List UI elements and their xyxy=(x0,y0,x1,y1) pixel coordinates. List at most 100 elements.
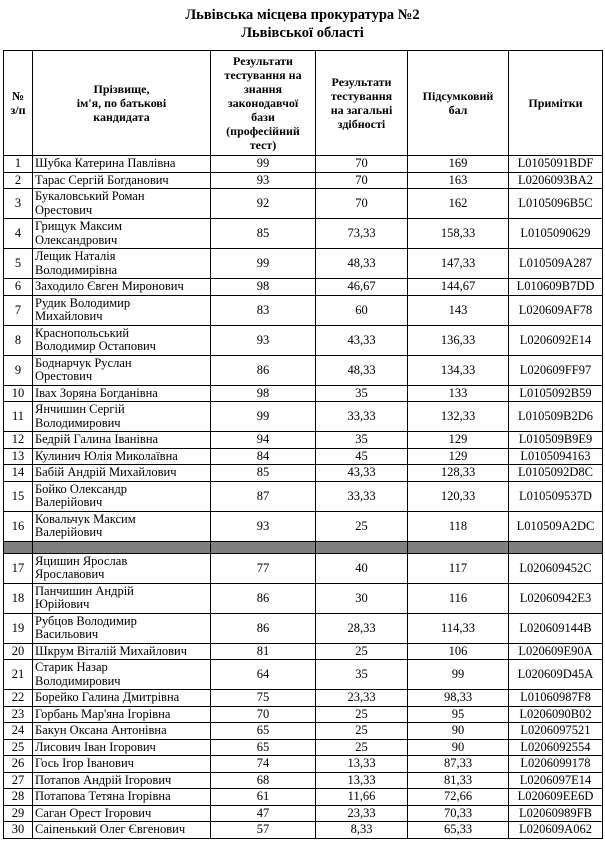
cell-candidate-name: Бедрій Галина Іванівна xyxy=(32,431,211,449)
cell-general-test-score: 40 xyxy=(315,552,408,584)
cell-candidate-name: Панчишин Андрій Юрійович xyxy=(32,582,211,614)
separator-cell xyxy=(3,540,33,554)
table-row: 23 Горбань Мар'яна Ігорівна 70 25 95 L0206090… xyxy=(3,705,603,724)
cell-total-score: 162 xyxy=(407,188,509,220)
cell-general-test-score: 25 xyxy=(315,705,408,724)
cell-row-number: 22 xyxy=(3,689,33,707)
cell-general-test-score: 30 xyxy=(315,582,408,614)
cell-note-id: L010509B2D6 xyxy=(508,401,603,433)
cell-note-id: L020609D45A xyxy=(508,659,603,691)
table-row: 11 Янчишин Сергій Володимирович 99 33,33 132… xyxy=(3,401,603,433)
cell-note-id: L02060942E3 xyxy=(508,582,603,614)
table-row: 18 Панчишин Андрій Юрійович 86 30 116 L020609… xyxy=(3,582,603,614)
cell-prof-test-score: 93 xyxy=(210,171,316,190)
table-row: 29 Саган Орест Ігорович 47 23,33 70,33 L02060… xyxy=(3,804,603,823)
cell-candidate-name: Тарас Сергій Богданович xyxy=(32,171,211,190)
cell-prof-test-score: 83 xyxy=(210,294,316,326)
cell-general-test-score: 11,66 xyxy=(315,788,408,806)
cell-general-test-score: 48,33 xyxy=(315,354,408,386)
cell-candidate-name: Яцишин Ярослав Ярославович xyxy=(32,552,211,584)
cell-note-id: L01060987F8 xyxy=(508,689,603,707)
cell-total-score: 98,33 xyxy=(407,689,509,707)
cell-general-test-score: 8,33 xyxy=(315,821,408,839)
cell-total-score: 117 xyxy=(407,552,509,584)
cell-candidate-name: Бойко Олександр Валерійович xyxy=(32,480,211,512)
table-row: 1 Шубка Катерина Павлівна 99 70 169 L0105091B… xyxy=(3,155,603,173)
cell-row-number: 20 xyxy=(3,642,33,661)
header-general-test: Результати тестування на загальні здібно… xyxy=(315,50,408,157)
cell-note-id: L010509B9E9 xyxy=(508,431,603,449)
cell-total-score: 134,33 xyxy=(407,354,509,386)
cell-row-number: 10 xyxy=(3,384,33,403)
cell-total-score: 129 xyxy=(407,431,509,449)
cell-general-test-score: 13,33 xyxy=(315,771,408,790)
cell-note-id: L020609A062 xyxy=(508,821,603,839)
cell-note-id: L0105092B59 xyxy=(508,384,603,403)
cell-row-number: 3 xyxy=(3,188,33,220)
cell-total-score: 129 xyxy=(407,447,509,466)
table-row: 19 Рубцов Володимир Васильович 86 28,33 114,… xyxy=(3,612,603,644)
cell-note-id: L0105092D8C xyxy=(508,464,603,482)
cell-note-id: L02060989FB xyxy=(508,804,603,823)
cell-row-number: 29 xyxy=(3,804,33,823)
table-row: 17 Яцишин Ярослав Ярославович 77 40 117 L0206… xyxy=(3,552,603,584)
cell-note-id: L0105090629 xyxy=(508,218,603,250)
table-row: 3 Букаловський Роман Орестович 92 70 162 L010… xyxy=(3,188,603,220)
cell-row-number: 7 xyxy=(3,294,33,326)
cell-general-test-score: 43,33 xyxy=(315,324,408,356)
cell-candidate-name: Краснопольський Володимир Остапович xyxy=(32,324,211,356)
cell-prof-test-score: 65 xyxy=(210,722,316,740)
cell-total-score: 132,33 xyxy=(407,401,509,433)
table-row: 16 Ковальчук Максим Валерійович 93 25 118 L01… xyxy=(3,510,603,542)
table-row: 6 Заходило Євген Миронович 98 46,67 144,67 L0… xyxy=(3,278,603,296)
cell-prof-test-score: 77 xyxy=(210,552,316,584)
separator-cell xyxy=(315,540,408,554)
cell-candidate-name: Бабій Андрій Михайлович xyxy=(32,464,211,482)
cell-note-id: L0206097521 xyxy=(508,722,603,740)
cell-candidate-name: Шубка Катерина Павлівна xyxy=(32,155,211,173)
table-row: 7 Рудик Володимир Михайлович 83 60 143 L02060… xyxy=(3,294,603,326)
table-row: 14 Бабій Андрій Михайлович 85 43,33 128,33 L0… xyxy=(3,464,603,482)
cell-note-id: L010509A2DC xyxy=(508,510,603,542)
cell-row-number: 16 xyxy=(3,510,33,542)
cell-total-score: 106 xyxy=(407,642,509,661)
cell-prof-test-score: 47 xyxy=(210,804,316,823)
cell-prof-test-score: 92 xyxy=(210,188,316,220)
table-row: 27 Потапов Андрій Ігорович 68 13,33 81,33 L02… xyxy=(3,771,603,790)
cell-note-id: L020609144B xyxy=(508,612,603,644)
cell-total-score: 144,67 xyxy=(407,278,509,296)
table-body: 1 Шубка Катерина Павлівна 99 70 169 L0105091B… xyxy=(3,155,603,839)
cell-candidate-name: Лещик Наталія Володимирівна xyxy=(32,248,211,280)
cell-candidate-name: Грищук Максим Олександрович xyxy=(32,218,211,250)
cell-total-score: 65,33 xyxy=(407,821,509,839)
cell-general-test-score: 45 xyxy=(315,447,408,466)
title-line-2: Львівської області xyxy=(241,25,364,42)
cell-prof-test-score: 94 xyxy=(210,431,316,449)
cell-total-score: 95 xyxy=(407,705,509,724)
header-notes: Примітки xyxy=(508,50,603,157)
cell-total-score: 158,33 xyxy=(407,218,509,250)
cell-note-id: L0105091BDF xyxy=(508,155,603,173)
cell-general-test-score: 73,33 xyxy=(315,218,408,250)
cell-prof-test-score: 87 xyxy=(210,480,316,512)
cell-general-test-score: 48,33 xyxy=(315,248,408,280)
cell-general-test-score: 13,33 xyxy=(315,755,408,773)
results-table: № з/п Прізвище, ім'я, по батькові кандид… xyxy=(3,50,603,839)
cell-prof-test-score: 75 xyxy=(210,689,316,707)
table-row: 4 Грищук Максим Олександрович 85 73,33 158,3… xyxy=(3,218,603,250)
cell-prof-test-score: 57 xyxy=(210,821,316,839)
table-row: 25 Лисович Іван Ігорович 65 25 90 L0206092554 xyxy=(3,738,603,757)
cell-candidate-name: Потапов Андрій Ігорович xyxy=(32,771,211,790)
cell-prof-test-score: 98 xyxy=(210,384,316,403)
cell-note-id: L020609FF97 xyxy=(508,354,603,386)
cell-row-number: 30 xyxy=(3,821,33,839)
cell-total-score: 120,33 xyxy=(407,480,509,512)
cell-total-score: 128,33 xyxy=(407,464,509,482)
cell-row-number: 5 xyxy=(3,248,33,280)
table-row: 21 Старик Назар Володимирович 64 35 99 L02060… xyxy=(3,659,603,691)
cell-prof-test-score: 81 xyxy=(210,642,316,661)
cell-total-score: 99 xyxy=(407,659,509,691)
separator-cell xyxy=(508,540,603,554)
cell-total-score: 169 xyxy=(407,155,509,173)
